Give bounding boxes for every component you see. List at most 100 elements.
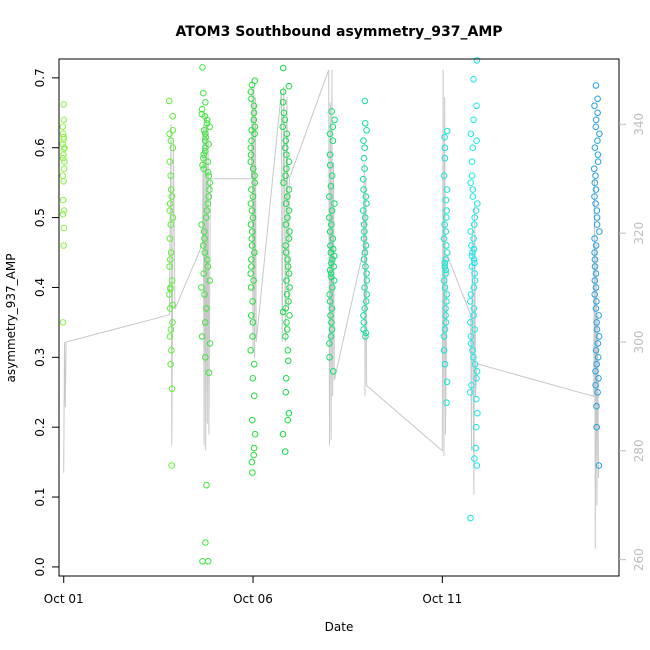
- data-point: [248, 137, 255, 144]
- data-point: [201, 235, 208, 242]
- data-point: [473, 375, 480, 382]
- data-point: [443, 207, 450, 214]
- data-point: [440, 235, 448, 242]
- data-point: [470, 76, 477, 83]
- data-point: [442, 305, 449, 312]
- data-point: [593, 214, 601, 221]
- y2-tick-label: 320: [632, 222, 646, 245]
- data-point: [467, 291, 475, 298]
- data-point: [470, 354, 477, 361]
- data-point: [326, 228, 334, 235]
- data-point: [328, 319, 335, 326]
- data-point: [286, 284, 293, 291]
- data-point: [471, 214, 479, 221]
- y-tick-label: 0.0: [33, 557, 47, 576]
- data-point: [205, 172, 213, 179]
- data-point: [467, 130, 475, 138]
- data-point: [200, 127, 208, 134]
- data-point: [167, 326, 175, 333]
- data-point: [442, 196, 450, 204]
- data-point: [467, 514, 474, 522]
- data-point: [206, 123, 213, 131]
- data-point: [199, 558, 206, 565]
- data-point: [329, 137, 337, 144]
- data-point: [471, 361, 479, 368]
- data-point: [203, 207, 211, 214]
- data-point: [202, 539, 209, 546]
- data-point: [168, 347, 175, 354]
- data-point: [469, 249, 476, 256]
- y2-tick-label: 260: [632, 548, 646, 571]
- data-point: [362, 242, 370, 249]
- data-point: [284, 256, 291, 263]
- data-point: [247, 221, 255, 228]
- data-point: [283, 151, 290, 158]
- data-point: [247, 144, 255, 151]
- data-point: [328, 108, 336, 115]
- data-point: [203, 305, 210, 312]
- data-point: [363, 270, 370, 277]
- data-point: [200, 154, 207, 162]
- data-point: [202, 214, 210, 221]
- data-point: [199, 161, 206, 169]
- data-point: [247, 151, 255, 158]
- data-point: [201, 130, 209, 138]
- data-point: [279, 88, 287, 96]
- data-point: [442, 256, 450, 263]
- data-point: [593, 326, 601, 333]
- data-point: [205, 193, 213, 200]
- data-point: [593, 319, 601, 326]
- data-point: [169, 319, 176, 326]
- data-point: [441, 144, 449, 151]
- data-point: [444, 249, 451, 256]
- data-point: [202, 133, 209, 141]
- data-point: [167, 221, 175, 228]
- data-point: [360, 154, 368, 162]
- data-point: [285, 207, 293, 214]
- data-point: [592, 200, 599, 207]
- data-point: [591, 249, 598, 256]
- data-point: [167, 256, 174, 263]
- data-point: [326, 291, 333, 298]
- data-point: [281, 448, 289, 455]
- y2-tick-label: 340: [632, 113, 646, 136]
- data-point: [470, 256, 478, 263]
- data-point: [249, 319, 257, 326]
- data-point: [205, 369, 213, 377]
- data-point: [279, 64, 287, 72]
- data-point: [286, 228, 293, 235]
- data-point: [285, 298, 292, 305]
- data-point: [443, 298, 450, 305]
- data-point: [169, 214, 177, 221]
- data-point: [473, 102, 480, 110]
- data-point: [594, 354, 602, 361]
- data-point: [473, 368, 481, 375]
- data-point: [595, 312, 603, 319]
- data-point: [440, 277, 448, 284]
- data-point: [201, 137, 209, 144]
- data-point: [468, 252, 476, 260]
- data-point: [283, 291, 291, 298]
- data-point: [326, 340, 333, 347]
- data-point: [248, 207, 256, 214]
- data-point: [472, 207, 480, 214]
- data-point: [282, 137, 290, 144]
- data-point: [361, 120, 369, 127]
- data-point: [473, 395, 480, 403]
- data-point: [595, 333, 603, 340]
- data-point: [202, 99, 209, 106]
- data-point: [279, 308, 287, 316]
- data-point: [591, 144, 599, 151]
- data-point: [285, 409, 293, 417]
- data-point: [201, 319, 209, 326]
- data-point: [470, 221, 478, 228]
- data-point: [441, 221, 448, 228]
- data-point: [169, 127, 177, 134]
- x-tick-label: Oct 06: [233, 592, 273, 606]
- data-point: [329, 256, 336, 263]
- data-point: [249, 214, 257, 221]
- data-point: [361, 284, 368, 291]
- data-point: [282, 389, 290, 396]
- data-point: [327, 182, 335, 190]
- data-point: [590, 165, 598, 172]
